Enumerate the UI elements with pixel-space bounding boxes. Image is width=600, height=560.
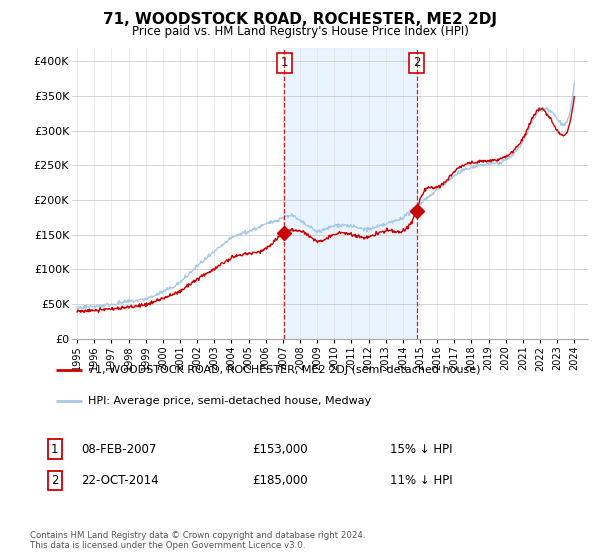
Text: £185,000: £185,000 <box>252 474 308 487</box>
Text: 2: 2 <box>413 57 421 69</box>
Text: 08-FEB-2007: 08-FEB-2007 <box>81 442 157 456</box>
Text: 2: 2 <box>51 474 59 487</box>
Text: 11% ↓ HPI: 11% ↓ HPI <box>390 474 452 487</box>
Text: Contains HM Land Registry data © Crown copyright and database right 2024.
This d: Contains HM Land Registry data © Crown c… <box>30 530 365 550</box>
Text: 71, WOODSTOCK ROAD, ROCHESTER, ME2 2DJ (semi-detached house): 71, WOODSTOCK ROAD, ROCHESTER, ME2 2DJ (… <box>88 365 480 375</box>
Text: HPI: Average price, semi-detached house, Medway: HPI: Average price, semi-detached house,… <box>88 396 371 406</box>
Text: 15% ↓ HPI: 15% ↓ HPI <box>390 442 452 456</box>
Text: 1: 1 <box>51 442 59 456</box>
Text: 71, WOODSTOCK ROAD, ROCHESTER, ME2 2DJ: 71, WOODSTOCK ROAD, ROCHESTER, ME2 2DJ <box>103 12 497 27</box>
Text: Price paid vs. HM Land Registry's House Price Index (HPI): Price paid vs. HM Land Registry's House … <box>131 25 469 38</box>
Text: 1: 1 <box>280 57 288 69</box>
Text: 22-OCT-2014: 22-OCT-2014 <box>81 474 158 487</box>
Text: £153,000: £153,000 <box>252 442 308 456</box>
Bar <box>284 48 416 339</box>
